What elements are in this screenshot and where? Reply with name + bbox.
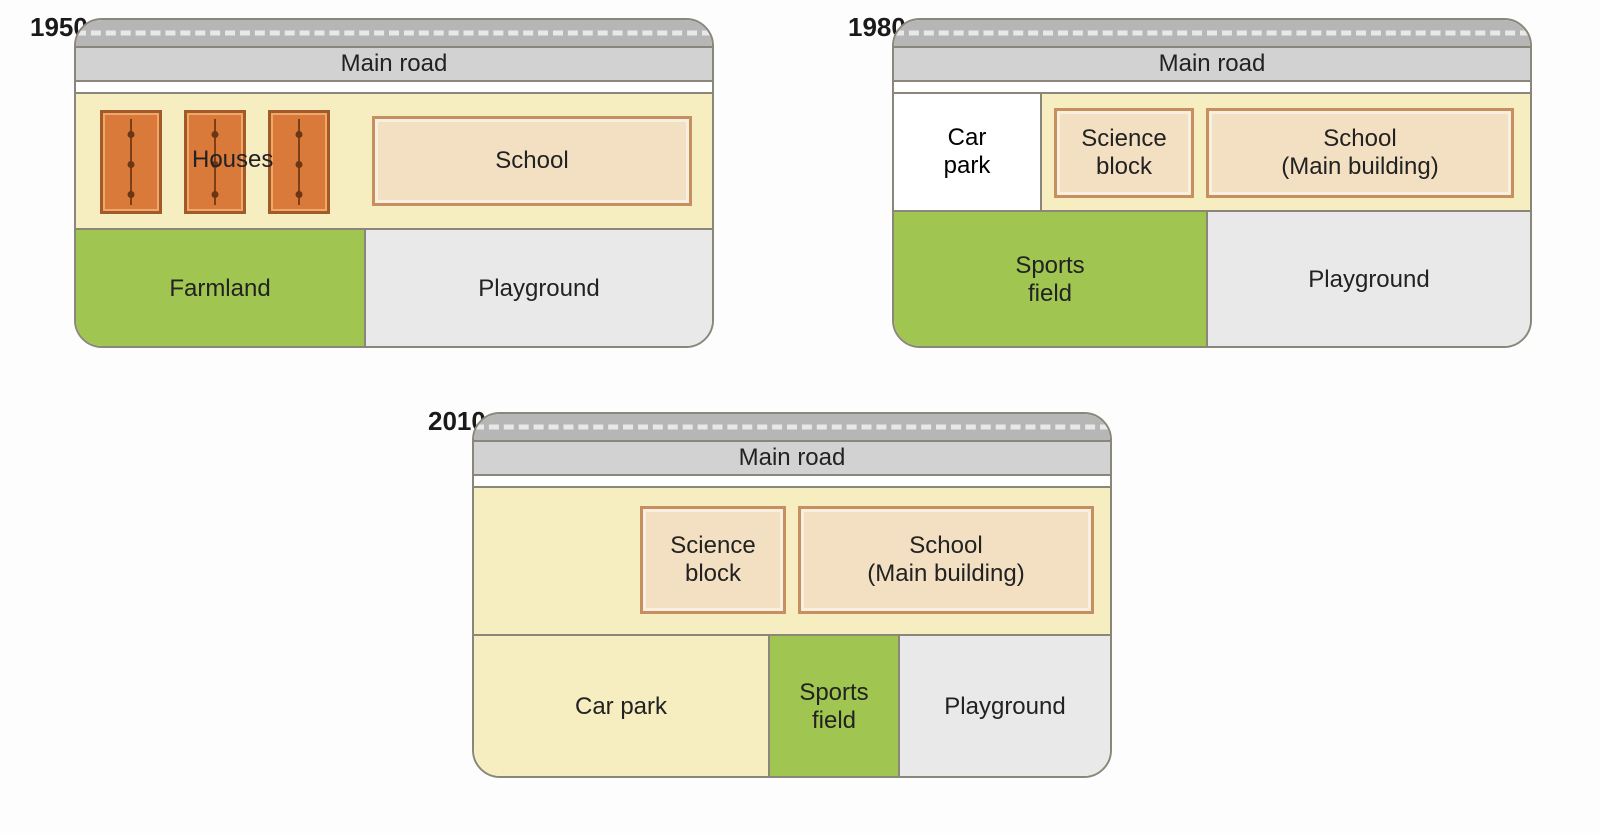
sports-field-label: Sports field: [1015, 252, 1084, 307]
sports-field-area: Sports field: [894, 212, 1206, 348]
house-icon: [268, 110, 330, 214]
road-verge: [894, 82, 1530, 94]
road-verge: [474, 476, 1110, 488]
science-block: Science block: [1054, 108, 1194, 198]
upper-band-1950: Houses School: [76, 94, 712, 230]
car-park-label: Car park: [944, 124, 991, 179]
playground-label: Playground: [1308, 266, 1429, 294]
playground-label: Playground: [944, 693, 1065, 721]
map-panel-1980: Main road Car park Science block School …: [892, 18, 1532, 348]
lower-band-1950: Farmland Playground: [76, 230, 712, 348]
school-label: School (Main building): [1281, 125, 1438, 180]
car-park-label: Car park: [575, 693, 667, 721]
road-label: Main road: [474, 442, 1110, 476]
house-icon: [100, 110, 162, 214]
sports-field-area: Sports field: [770, 636, 900, 778]
houses-label: Houses: [192, 146, 273, 174]
map-panel-2010: Main road Science block School (Main bui…: [472, 412, 1112, 778]
playground-area: Playground: [1208, 212, 1530, 348]
map-panel-1950: Main road Houses School Farmland: [74, 18, 714, 348]
upper-band-2010: Science block School (Main building): [474, 488, 1110, 636]
playground-area: Playground: [900, 636, 1110, 778]
school-label: School: [495, 147, 568, 175]
lower-band-1980: Sports field Playground: [894, 212, 1530, 348]
sports-field-label: Sports field: [799, 679, 868, 734]
road-label: Main road: [76, 48, 712, 82]
panel-1950-wrap: 1950 Main road Houses School Farmland: [74, 18, 714, 348]
science-label: Science block: [670, 532, 755, 587]
panel-2010-wrap: 2010 Main road Science block School (Mai…: [472, 412, 1112, 778]
farmland-label: Farmland: [169, 275, 270, 303]
road-surface: [474, 414, 1110, 442]
school-label: School (Main building): [867, 532, 1024, 587]
upper-band-1980: Car park Science block School (Main buil…: [894, 94, 1530, 212]
lower-band-2010: Car park Sports field Playground: [474, 636, 1110, 778]
panel-1980-wrap: 1980 Main road Car park Science block Sc…: [892, 18, 1532, 348]
playground-label: Playground: [478, 275, 599, 303]
road-verge: [76, 82, 712, 94]
farmland-area: Farmland: [76, 230, 364, 348]
road-surface: [76, 20, 712, 48]
school-main-building: School (Main building): [1206, 108, 1514, 198]
science-label: Science block: [1081, 125, 1166, 180]
science-block: Science block: [640, 506, 786, 614]
playground-area: Playground: [366, 230, 712, 348]
car-park-area: Car park: [474, 636, 770, 778]
road-label: Main road: [894, 48, 1530, 82]
school-main-building: School (Main building): [798, 506, 1094, 614]
road-surface: [894, 20, 1530, 48]
school-building: School: [372, 116, 692, 206]
car-park-area: Car park: [894, 94, 1042, 210]
